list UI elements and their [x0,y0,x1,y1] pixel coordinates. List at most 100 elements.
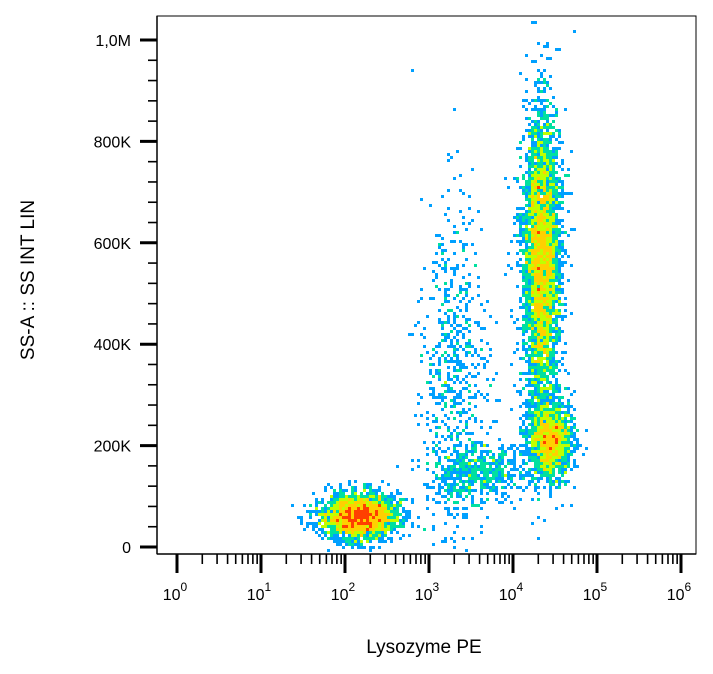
data-point [357,516,360,519]
data-point [558,315,561,318]
data-point [456,354,459,357]
data-point [489,315,492,318]
data-point [522,318,525,321]
data-point [498,453,501,456]
data-point [552,225,555,228]
x-tick-exponent: 5 [601,580,608,594]
data-point [531,327,534,330]
data-point [453,486,456,489]
data-point [516,285,519,288]
data-point [366,519,369,522]
data-point [351,528,354,531]
data-point [558,177,561,180]
data-point [531,159,534,162]
data-point [534,213,537,216]
data-point [537,342,540,345]
data-point [537,348,540,351]
data-point [444,414,447,417]
data-point [369,510,372,513]
data-point [534,297,537,300]
data-point [552,351,555,354]
data-point [369,534,372,537]
data-point [330,528,333,531]
data-point [537,465,540,468]
data-point [390,519,393,522]
data-point [570,264,573,267]
data-point [453,240,456,243]
data-point [342,537,345,540]
data-point [534,108,537,111]
data-point [444,351,447,354]
data-point [543,195,546,198]
data-point [396,513,399,516]
data-point [306,522,309,525]
data-point [546,429,549,432]
data-point [339,504,342,507]
data-point [378,513,381,516]
data-point [363,534,366,537]
data-point [552,435,555,438]
data-point [354,486,357,489]
data-point [330,507,333,510]
data-point [408,516,411,519]
data-point [567,456,570,459]
data-point [555,252,558,255]
data-point [570,444,573,447]
data-point [549,162,552,165]
data-point [402,534,405,537]
data-point [480,303,483,306]
data-point [528,276,531,279]
data-point [420,333,423,336]
data-point [540,411,543,414]
data-point [525,288,528,291]
data-point [447,507,450,510]
data-point [540,366,543,369]
data-point [564,459,567,462]
data-point [456,501,459,504]
data-point [435,474,438,477]
data-point [360,540,363,543]
data-point [390,513,393,516]
data-point [456,492,459,495]
data-point [555,315,558,318]
data-point [540,264,543,267]
data-point [531,228,534,231]
data-point [357,519,360,522]
data-point [345,501,348,504]
data-point [549,384,552,387]
data-point [459,492,462,495]
data-point [471,474,474,477]
data-point [543,303,546,306]
data-point [573,465,576,468]
data-point [561,315,564,318]
data-point [528,234,531,237]
data-point [552,375,555,378]
data-point [483,450,486,453]
data-point [540,471,543,474]
data-point [444,288,447,291]
data-point [540,282,543,285]
data-point [525,441,528,444]
data-point [456,393,459,396]
data-point [528,129,531,132]
data-point [534,489,537,492]
data-point [546,219,549,222]
data-point [453,531,456,534]
data-point [564,462,567,465]
data-point [552,189,555,192]
data-point [528,273,531,276]
data-point [462,327,465,330]
data-point [558,414,561,417]
data-point [462,483,465,486]
data-point [525,378,528,381]
data-point [462,246,465,249]
data-point [339,537,342,540]
data-point [387,507,390,510]
data-point [348,519,351,522]
data-point [546,252,549,255]
data-point [543,180,546,183]
data-point [339,525,342,528]
data-point [528,432,531,435]
data-point [528,270,531,273]
data-point [330,504,333,507]
